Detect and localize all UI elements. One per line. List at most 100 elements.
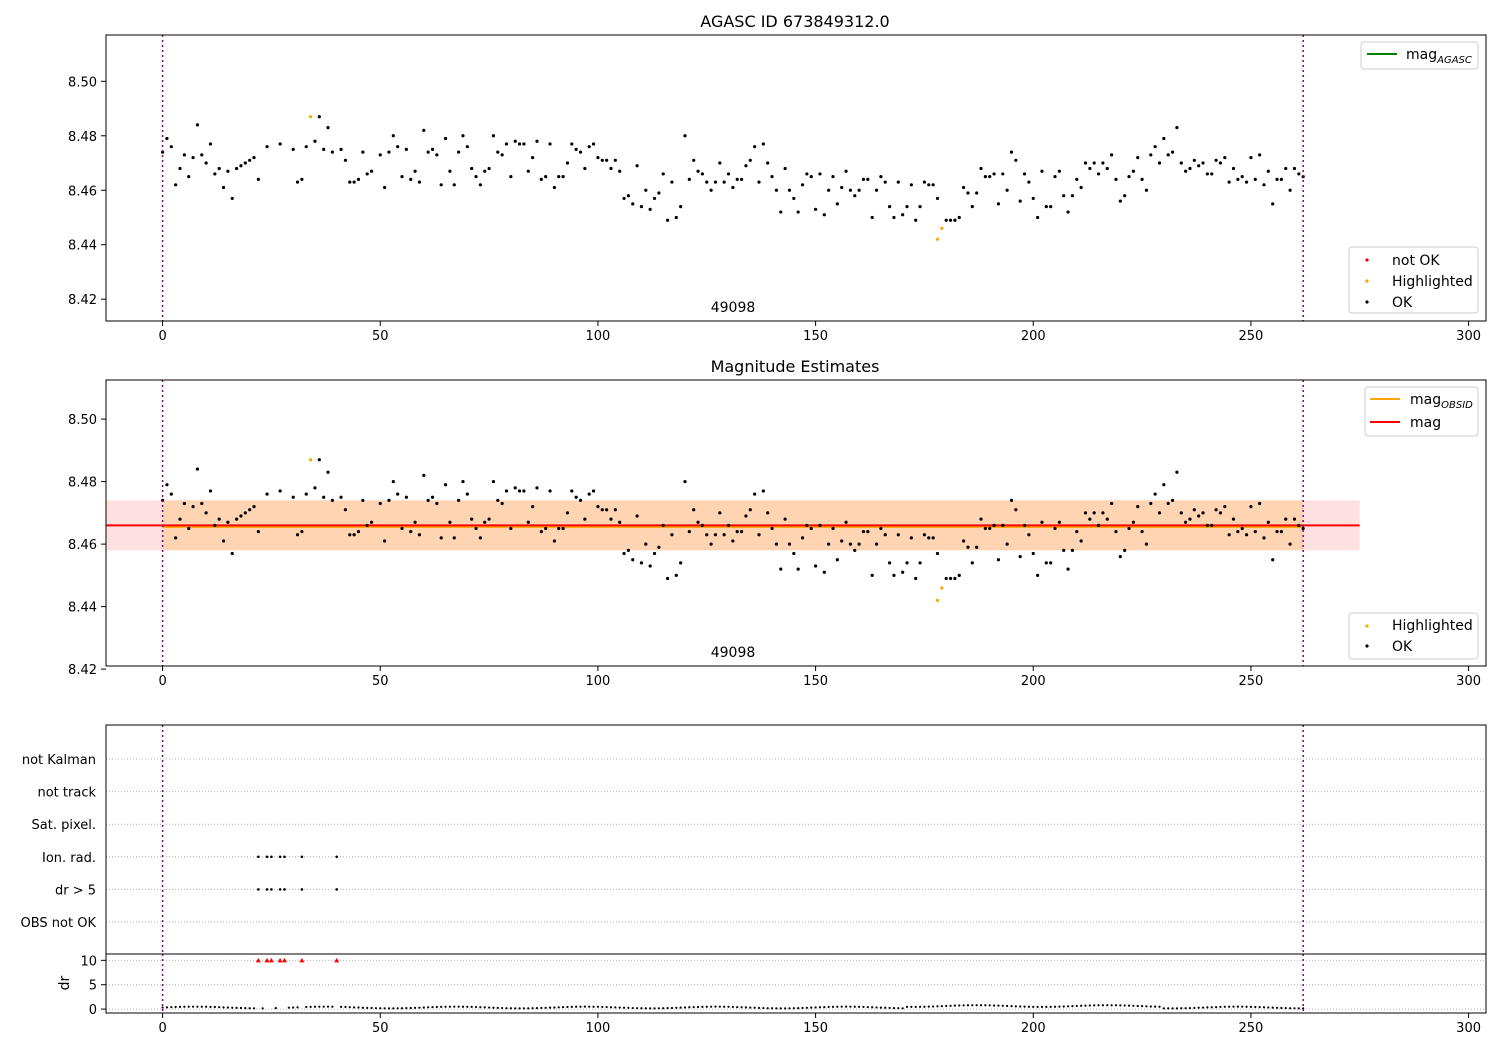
- dr-point: [548, 1006, 552, 1009]
- data-point-ok: [500, 153, 504, 157]
- dr-point: [727, 1005, 730, 1008]
- data-point-ok: [417, 180, 422, 184]
- data-point-ok: [1075, 177, 1079, 181]
- data-point-ok: [918, 205, 922, 209]
- data-point-ok: [622, 196, 626, 201]
- data-point-ok: [535, 486, 539, 490]
- data-point-ok: [844, 169, 848, 173]
- data-point-ok: [400, 175, 404, 179]
- dr-point: [627, 1006, 630, 1010]
- data-point-ok: [330, 498, 334, 502]
- data-point-ok: [1062, 548, 1066, 552]
- x-tick-label: 300: [1456, 674, 1481, 689]
- dr-point: [662, 1007, 665, 1010]
- y-tick-label: 8.48: [68, 476, 97, 491]
- magnitude-estimates-points: [160, 458, 1305, 602]
- dr-point: [1014, 1005, 1017, 1008]
- data-point-ok: [800, 183, 805, 187]
- data-point-ok: [1066, 210, 1070, 214]
- data-point-ok: [452, 536, 456, 540]
- data-point-ok: [739, 177, 744, 181]
- magnitude-estimates-frame: [105, 379, 1487, 667]
- data-point-ok: [443, 136, 448, 141]
- dr-point: [1241, 1005, 1244, 1008]
- data-point-ok: [317, 458, 321, 462]
- data-point-ok: [191, 155, 195, 160]
- dr-point: [1110, 1004, 1113, 1007]
- data-point-ok: [531, 504, 535, 509]
- x-tick-label: 50: [372, 329, 389, 344]
- dr-point: [514, 1007, 517, 1010]
- dr-point: [618, 1006, 621, 1009]
- dr-point: [823, 1006, 826, 1009]
- dr-point: [862, 1005, 865, 1009]
- dr-point: [992, 1004, 996, 1007]
- dr-point: [1223, 1005, 1226, 1008]
- flag-point: [257, 855, 260, 859]
- data-point-ok: [1079, 539, 1083, 543]
- flag-point: [283, 855, 286, 859]
- data-point-ok: [652, 551, 657, 556]
- y-tick-label: 0: [89, 1003, 97, 1018]
- data-point-ok: [404, 495, 408, 499]
- x-tick-label: 300: [1456, 1021, 1481, 1036]
- data-point-ok: [1253, 529, 1257, 534]
- data-point-ok: [792, 551, 796, 556]
- data-point-ok: [870, 215, 874, 220]
- data-point-ok: [1188, 517, 1192, 521]
- data-point-ok: [1179, 511, 1183, 515]
- data-point-ok: [787, 542, 792, 546]
- data-point-ok: [853, 194, 857, 198]
- dr-point: [1023, 1005, 1026, 1008]
- data-point-ok: [1288, 542, 1292, 546]
- data-point-ok: [652, 196, 657, 201]
- dr-point: [348, 1006, 351, 1009]
- dr-point: [318, 1005, 321, 1008]
- data-point-ok: [679, 205, 683, 209]
- data-point-ok: [326, 126, 330, 130]
- data-point-ok: [822, 213, 826, 217]
- dr-point: [736, 1005, 739, 1009]
- data-point-ok: [430, 147, 435, 151]
- data-point-ok: [988, 526, 992, 531]
- agasc-panel-points: [160, 115, 1305, 241]
- flag-point: [265, 888, 269, 891]
- dr-point: [1193, 1006, 1196, 1010]
- data-point-ok: [252, 504, 256, 509]
- dr-point: [409, 1006, 412, 1010]
- dr-y-ticks: 0 5 10: [80, 954, 106, 1018]
- y-tick-label: 5: [89, 979, 97, 994]
- data-point-ok: [1227, 180, 1231, 184]
- data-point-ok: [378, 501, 382, 506]
- dr-point: [1045, 1005, 1048, 1008]
- dr-point: [1097, 1004, 1100, 1007]
- data-point-ok: [409, 177, 413, 181]
- data-point-ok: [909, 183, 913, 187]
- data-point-ok: [914, 218, 918, 222]
- data-point-ok: [1231, 517, 1236, 521]
- data-point-ok: [892, 573, 896, 577]
- y-tick-label: 8.42: [68, 663, 97, 678]
- data-point-ok: [787, 188, 792, 192]
- dr-point: [810, 1006, 813, 1009]
- data-point-ok: [1083, 161, 1088, 165]
- y-tick-label: 8.46: [68, 184, 97, 199]
- data-point-ok: [396, 492, 400, 496]
- dr-point: [614, 1006, 617, 1009]
- data-point-ok: [291, 495, 295, 499]
- data-point-ok: [1240, 175, 1244, 179]
- dr-point: [688, 1006, 691, 1009]
- data-point-ok: [635, 164, 639, 168]
- data-point-ok: [1262, 536, 1266, 540]
- data-point-ok: [914, 576, 918, 581]
- data-point-ok: [1231, 166, 1236, 171]
- data-point-ok: [1001, 523, 1005, 527]
- data-point-ok: [1240, 526, 1244, 531]
- data-point-ok: [962, 539, 966, 543]
- data-point-ok: [1166, 153, 1170, 157]
- data-point-ok: [722, 180, 726, 184]
- data-point-ok: [361, 150, 365, 154]
- data-point-ok: [234, 517, 239, 521]
- data-point-ok: [613, 508, 617, 512]
- data-point-ok: [713, 533, 718, 537]
